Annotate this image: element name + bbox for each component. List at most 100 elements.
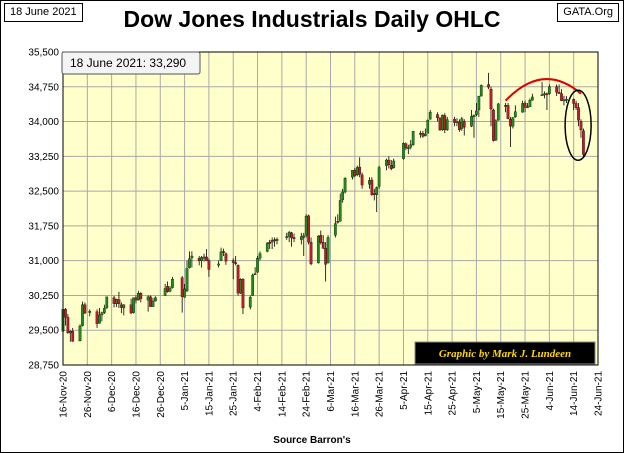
ohlc-bar (190, 251, 194, 268)
ohlc-bar (292, 233, 296, 243)
x-tick-label: 14-Feb-21 (277, 371, 288, 418)
y-tick-label: 31,750 (28, 221, 59, 232)
site-tag: GATA.Org (557, 3, 619, 22)
bar-body (319, 235, 323, 243)
ohlc-bars (61, 72, 585, 342)
x-tick-label: 14-Jun-21 (569, 371, 580, 416)
ohlc-bar (217, 260, 220, 268)
bar-body (540, 94, 544, 97)
bar-body (530, 96, 534, 101)
bar-body (504, 105, 507, 107)
bar-body (168, 287, 172, 292)
bar-body (492, 109, 495, 141)
ohlc-bar (528, 98, 532, 108)
bar-body (443, 115, 447, 131)
bar-body (572, 99, 576, 104)
bar-body (509, 119, 512, 127)
ohlc-bar (438, 116, 442, 131)
bar-body (309, 241, 313, 265)
bar-body (423, 133, 427, 137)
ohlc-bar (251, 273, 255, 296)
bar-body (222, 251, 225, 253)
ohlc-bar (489, 86, 493, 127)
bar-body (190, 255, 194, 259)
bar-body (78, 325, 82, 342)
bar-body (389, 164, 393, 170)
bar-body (236, 265, 240, 294)
ohlc-bar (321, 235, 325, 250)
x-tick-label: 4-Jun-21 (545, 371, 556, 411)
ohlc-bar (565, 96, 568, 104)
ohlc-bar (523, 100, 527, 113)
ohlc-bar (154, 296, 157, 302)
bar-body (341, 191, 345, 201)
bar-body (560, 93, 563, 101)
ohlc-bar (572, 98, 576, 110)
bar-body (577, 107, 580, 121)
bar-body (543, 93, 546, 96)
y-tick-label: 28,750 (28, 361, 59, 372)
ohlc-bar (183, 283, 186, 298)
ohlc-bar (256, 256, 259, 273)
x-tick-label: 15-Apr-21 (423, 371, 434, 416)
x-axis: 16-Nov-20 26-Nov-20 6-Dec-20 16-Dec-20 26-De… (59, 371, 605, 419)
bar-body (248, 297, 252, 308)
bar-body (219, 251, 223, 261)
bar-body (387, 159, 391, 165)
bar-body (470, 116, 473, 127)
ohlc-bar (492, 108, 495, 142)
ohlc-bar (71, 327, 75, 342)
bar-body (102, 308, 106, 313)
ohlc-bar (207, 258, 211, 277)
bar-body (582, 130, 585, 155)
y-tick-label: 31,000 (28, 256, 59, 267)
ohlc-bar (521, 100, 524, 113)
ohlc-bar (487, 72, 490, 90)
ohlc-bar (545, 92, 549, 110)
ohlc-bar (299, 232, 303, 245)
bar-body (370, 179, 374, 195)
bar-body (137, 292, 140, 301)
ohlc-bar (441, 114, 444, 131)
bar-body (231, 260, 235, 263)
ohlc-bar (231, 258, 235, 280)
bar-body (88, 311, 92, 313)
bar-body (511, 117, 515, 127)
ohlc-bar (180, 275, 184, 313)
x-tick-label: 5-Jan-21 (180, 371, 191, 411)
ohlc-bar (139, 292, 143, 303)
bar-body (205, 256, 208, 261)
ohlc-bar (477, 95, 481, 117)
highlight-ellipse (564, 89, 592, 162)
ohlc-bar (239, 278, 242, 295)
bar-body (377, 167, 381, 187)
ohlc-bar (453, 116, 456, 127)
ohlc-bar (513, 105, 517, 118)
bar-body (358, 166, 362, 175)
bar-body (207, 260, 211, 270)
ohlc-bar (304, 214, 308, 238)
bar-body (428, 112, 432, 120)
ohlc-bar (402, 142, 405, 160)
bar-body (521, 103, 524, 113)
ohlc-bar (423, 128, 427, 137)
bar-body (402, 143, 405, 159)
ohlc-bar (265, 242, 269, 253)
bar-body (455, 121, 459, 123)
ohlc-bar (479, 84, 483, 97)
bar-body (129, 304, 133, 314)
bar-body (304, 216, 308, 236)
y-tick-label: 35,500 (28, 48, 59, 59)
ohlc-bar (66, 313, 70, 334)
bar-body (275, 239, 279, 241)
bar-body (100, 312, 104, 316)
bar-body (224, 253, 228, 262)
bar-body (234, 262, 238, 264)
ohlc-bar (428, 109, 432, 120)
ohlc-bar (132, 297, 135, 314)
ohlc-bar (285, 232, 289, 240)
ohlc-bar (343, 177, 347, 194)
ohlc-bar (426, 119, 430, 134)
ohlc-bar (334, 216, 337, 238)
y-tick-label: 32,500 (28, 187, 59, 198)
